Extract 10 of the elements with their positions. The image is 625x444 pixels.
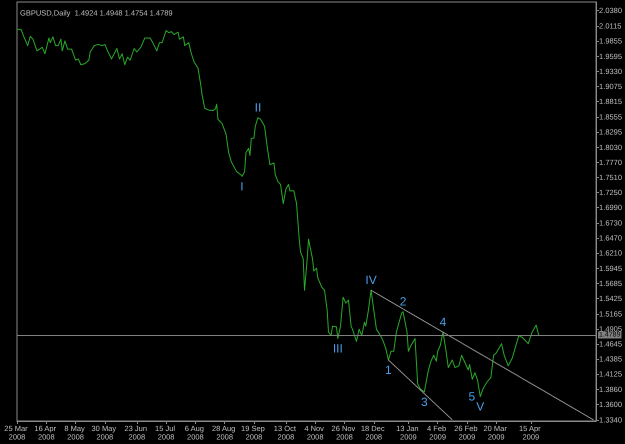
annotation: 5	[468, 390, 476, 404]
annotation: II	[254, 100, 262, 115]
annotation: I	[240, 179, 244, 194]
annotation: V	[476, 400, 484, 414]
annotation: 3	[420, 394, 428, 409]
annotation: IV	[365, 273, 377, 288]
annotation: 1	[385, 362, 392, 377]
annotation: 4	[440, 315, 447, 330]
annotation: 2	[400, 294, 407, 309]
annotation: III	[332, 341, 343, 356]
